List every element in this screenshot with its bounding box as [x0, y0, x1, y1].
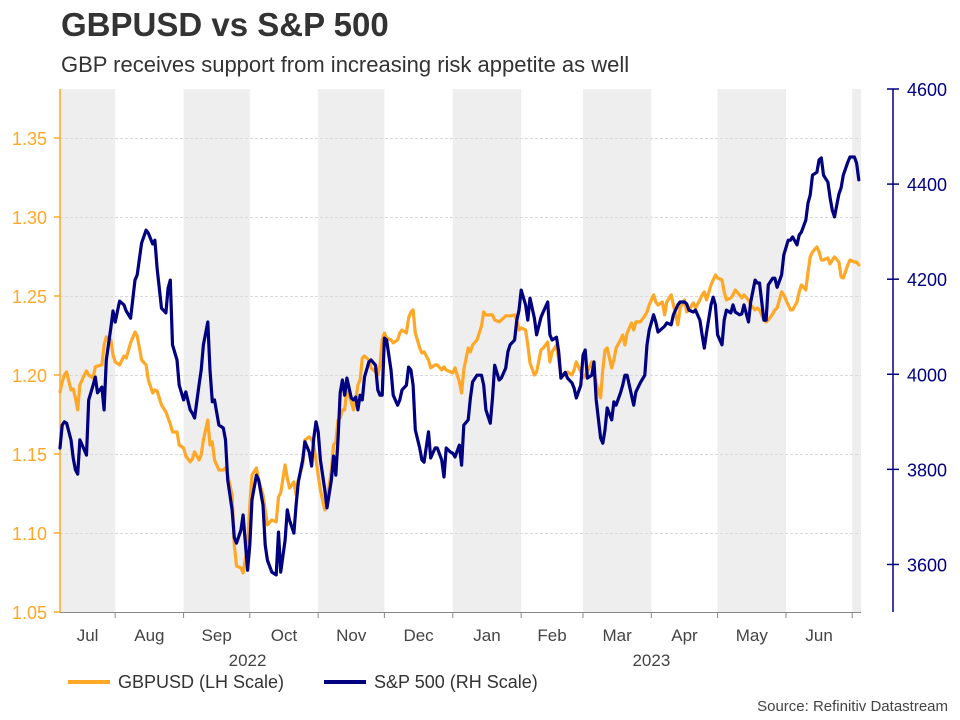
x-tick-label: Nov — [336, 626, 367, 645]
x-tick-label: Aug — [134, 626, 164, 645]
y-left-tick-label: 1.25 — [12, 287, 47, 307]
x-tick-label: May — [736, 626, 769, 645]
legend-item-gbpusd: GBPUSD (LH Scale) — [68, 671, 284, 693]
x-tick-label: Apr — [671, 626, 698, 645]
series-line-gbpusd — [58, 245, 861, 575]
y-axis-right: 3600 3800 4000 4200 4400 4600 — [887, 80, 947, 612]
y-left-tick-label: 1.20 — [12, 366, 47, 386]
x-tick-label: Oct — [271, 626, 298, 645]
y-right-tick-label: 4000 — [907, 365, 947, 385]
series-lines — [58, 155, 861, 577]
x-year-label: 2023 — [632, 651, 670, 670]
legend-swatch-gbpusd — [68, 680, 110, 684]
legend-label-sp500: S&P 500 (RH Scale) — [374, 671, 538, 692]
source-note: Source: Refinitiv Datastream — [757, 698, 948, 715]
legend-item-sp500: S&P 500 (RH Scale) — [324, 671, 538, 693]
legend-label-gbpusd: GBPUSD (LH Scale) — [118, 671, 285, 692]
x-tick-label: Sep — [202, 626, 232, 645]
y-right-tick-label: 4400 — [907, 175, 947, 195]
series-line-sp500 — [58, 155, 861, 577]
chart-title: GBPUSD vs S&P 500 — [61, 6, 389, 43]
legend-swatch-sp500 — [324, 680, 366, 684]
x-tick-label: Jul — [77, 626, 99, 645]
x-tick-label: Mar — [603, 626, 633, 645]
x-tick-label: Feb — [537, 626, 566, 645]
month-band — [183, 89, 250, 612]
y-left-tick-label: 1.35 — [12, 129, 47, 149]
y-left-tick-label: 1.05 — [12, 603, 47, 623]
month-band — [60, 89, 116, 612]
y-left-tick-label: 1.15 — [12, 445, 47, 465]
chart-subtitle: GBP receives support from increasing ris… — [61, 52, 630, 77]
y-right-tick-label: 3800 — [907, 460, 947, 480]
x-tick-label: Dec — [403, 626, 434, 645]
month-band — [852, 89, 861, 612]
month-band — [717, 89, 786, 612]
y-left-tick-label: 1.10 — [12, 524, 47, 544]
y-right-tick-label: 4600 — [907, 80, 947, 100]
y-right-tick-label: 3600 — [907, 555, 947, 575]
y-axis-left: 1.05 1.10 1.15 1.20 1.25 1.30 1.35 — [12, 89, 61, 623]
y-left-tick-label: 1.30 — [12, 208, 47, 228]
x-tick-label: Jun — [805, 626, 832, 645]
x-tick-label: Jan — [473, 626, 500, 645]
y-right-tick-label: 4200 — [907, 270, 947, 290]
x-axis: Jul Aug Sep Oct Nov Dec Jan Feb Mar Apr May Jun 2022… — [60, 612, 861, 670]
x-year-label: 2022 — [229, 651, 267, 670]
month-band — [318, 89, 385, 612]
